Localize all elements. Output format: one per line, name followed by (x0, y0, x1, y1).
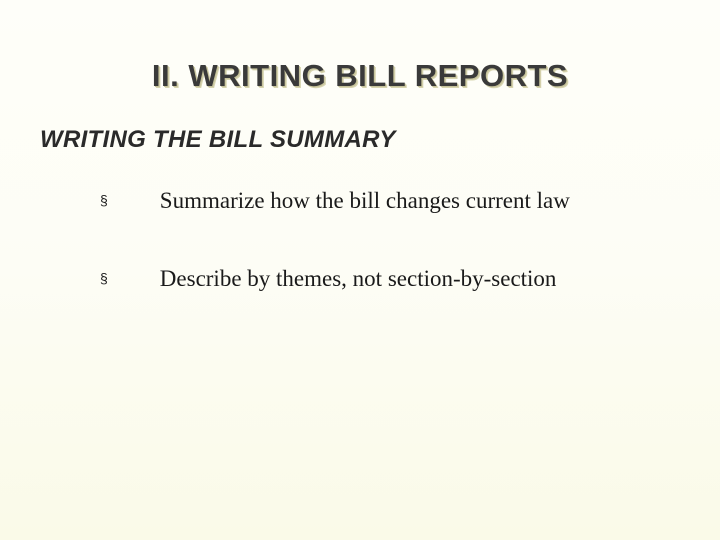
bullet-list: § Summarize how the bill changes current… (0, 154, 720, 294)
list-item: § Describe by themes, not section-by-sec… (100, 264, 720, 294)
bullet-text: Summarize how the bill changes current l… (160, 186, 570, 216)
bullet-marker-icon: § (100, 270, 108, 286)
slide-title: II. WRITING BILL REPORTS (0, 0, 720, 94)
list-item: § Summarize how the bill changes current… (100, 186, 720, 216)
bullet-marker-icon: § (100, 192, 108, 208)
slide-subtitle: WRITING THE BILL SUMMARY (0, 94, 720, 154)
bullet-text: Describe by themes, not section-by-secti… (160, 264, 557, 294)
